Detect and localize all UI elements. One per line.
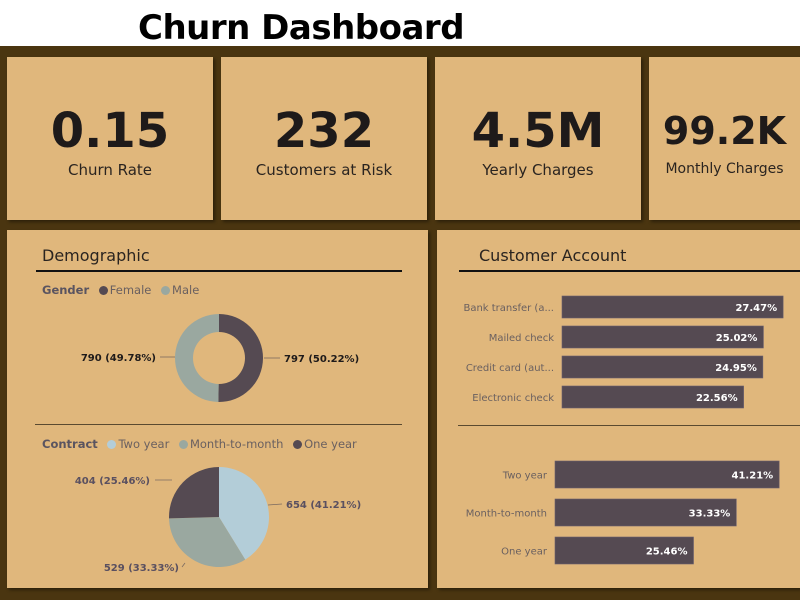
data-label: 790 (49.78%) [81,353,156,364]
kpi-value: 4.5M [471,103,605,159]
legend-item-one-year[interactable]: One year [287,437,357,451]
bar-category-label: One year [501,547,548,558]
bar-two-year [554,460,780,489]
legend-dot-icon [293,440,303,449]
bar-value-label: 22.56% [696,393,738,404]
legend-dot-icon [98,286,108,295]
legend-title: Gender [42,283,90,297]
kpi-monthly-charges: 99.2K Monthly Charges [649,57,800,220]
dashboard-title: Churn Dashboard [138,8,465,48]
legend-item-month-to-month[interactable]: Month-to-month [173,437,283,451]
kpi-value: 0.15 [50,103,170,159]
legend-label: Male [172,283,200,297]
divider [458,425,800,426]
kpi-label: Yearly Charges [482,161,594,179]
customer-account-title: Customer Account [479,246,627,265]
kpi-label: Customers at Risk [255,161,393,179]
legend-item-two-year[interactable]: Two year [101,437,169,451]
kpi-churn-rate: 0.15 Churn Rate [7,57,213,220]
legend-dot-icon [178,440,188,449]
slice-one-year [169,467,219,519]
bar-value-label: 24.95% [715,363,757,374]
kpi-customers-at-risk: 232 Customers at Risk [221,57,427,220]
legend-item-female[interactable]: Female [93,283,152,297]
legend-label: Month-to-month [189,437,284,451]
demographic-title: Demographic [42,246,150,265]
kpi-value: 99.2K [662,109,787,153]
legend-label: One year [304,437,357,451]
kpi-label: Churn Rate [67,161,153,179]
data-label: 797 (50.22%) [284,354,359,365]
bar-value-label: 25.02% [716,333,758,344]
legend-item-male[interactable]: Male [155,283,199,297]
bar-value-label: 25.46% [646,547,688,558]
legend-title: Contract [42,437,98,451]
data-label: 654 (41.21%) [286,500,361,511]
slice-two-year [219,467,269,560]
bar-value-label: 41.21% [732,471,774,482]
bar-bank-transfer-a- [561,295,784,319]
legend-label: Female [109,283,152,297]
data-label: 404 (25.46%) [75,476,150,487]
bar-value-label: 27.47% [735,303,777,314]
legend-dot-icon [161,286,171,295]
kpi-value: 232 [273,103,375,159]
bar-category-label: Bank transfer (a... [463,303,554,314]
leader-line [181,562,186,568]
bar-category-label: Two year [502,471,548,482]
bar-mailed-check [561,325,764,349]
bar-value-label: 33.33% [689,509,731,520]
bar-category-label: Credit card (aut... [466,363,554,374]
divider [35,424,402,425]
bar-category-label: Mailed check [489,333,554,344]
kpi-yearly-charges: 4.5M Yearly Charges [435,57,641,220]
leader-line [267,503,283,506]
bar-credit-card-aut- [561,355,764,379]
divider [36,270,402,272]
customer-account-panel [437,230,800,588]
slice-male [174,314,219,402]
bar-electronic-check [561,385,744,409]
data-label: 529 (33.33%) [104,563,179,574]
kpi-label: Monthly Charges [665,161,784,177]
legend-label: Two year [118,437,170,451]
divider [459,270,800,272]
contract-legend: Contract Two year Month-to-month One yea… [42,437,357,451]
bar-category-label: Month-to-month [466,509,547,520]
bar-month-to-month [554,498,737,527]
slice-month-to-month [169,517,246,567]
legend-dot-icon [107,440,117,449]
bar-category-label: Electronic check [472,393,554,404]
gender-legend: Gender Female Male [42,283,199,297]
slice-female [218,314,263,402]
bar-one-year [554,536,694,565]
